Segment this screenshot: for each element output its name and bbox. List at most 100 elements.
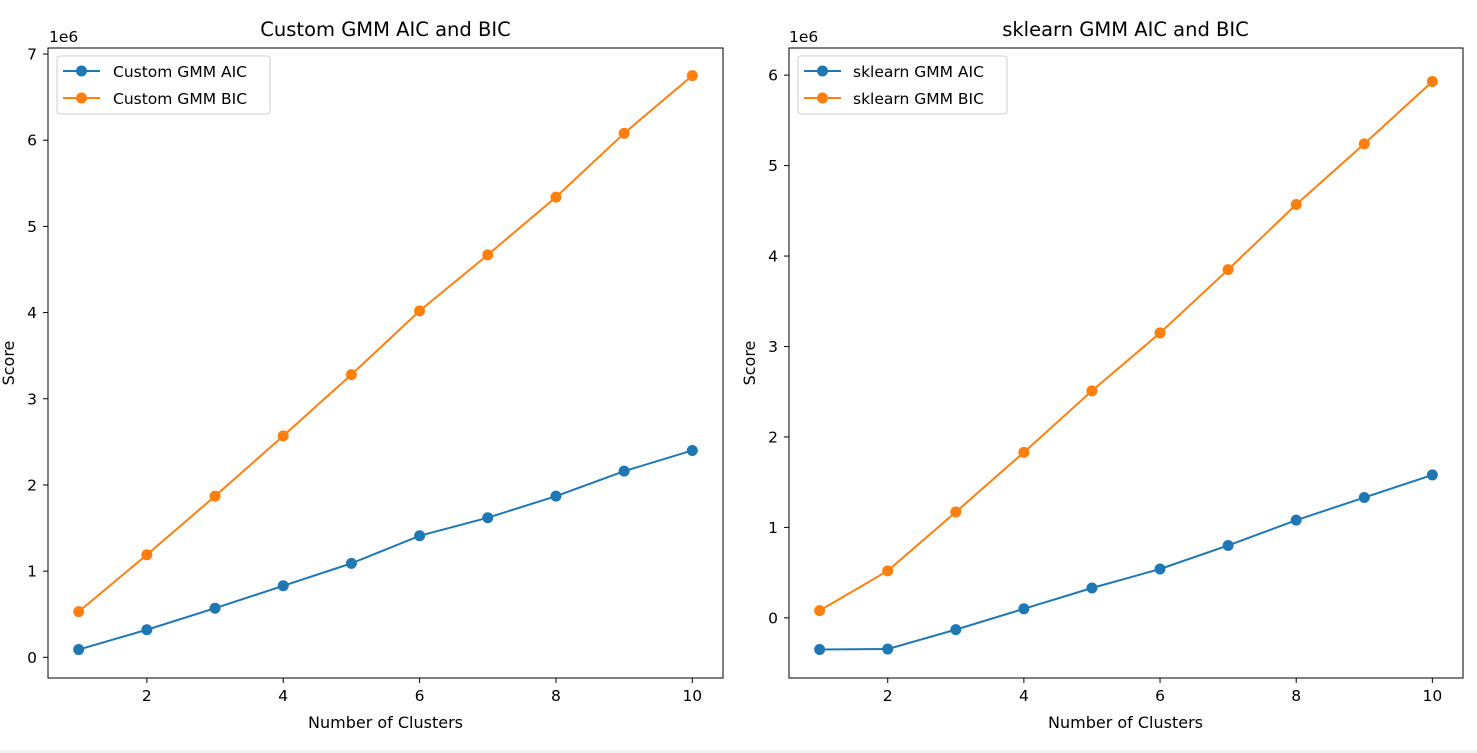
bottom-strip (0, 750, 1477, 753)
x-tick-label: 8 (551, 687, 561, 705)
x-tick-label: 6 (415, 687, 425, 705)
x-tick-label: 10 (682, 687, 702, 705)
legend-label-aic: sklearn GMM AIC (853, 63, 984, 81)
y-tick-label: 4 (27, 304, 37, 322)
data-point-aic (345, 557, 357, 569)
sklearn-gmm-chart: sklearn GMM AIC and BIC 1e6 Number of Cl… (740, 18, 1464, 732)
data-point-bic (1358, 138, 1370, 150)
data-point-bic (209, 490, 221, 502)
legend-label-aic: Custom GMM AIC (113, 63, 247, 81)
legend-entry-bic: sklearn GMM BIC (804, 90, 984, 108)
y-tick-label: 3 (27, 390, 37, 408)
data-point-aic (1358, 492, 1370, 504)
plot-frame (47, 47, 724, 679)
plot-frame (788, 47, 1464, 679)
data-point-bic (1154, 327, 1166, 339)
data-point-aic (209, 602, 221, 614)
y-tick-label: 5 (768, 157, 778, 175)
legend-label-bic: Custom GMM BIC (113, 90, 247, 108)
data-point-bic (73, 606, 85, 618)
y-tick-label: 0 (27, 649, 37, 667)
legend-marker-aic (76, 65, 87, 77)
y-tick-label: 7 (27, 46, 37, 64)
data-point-aic (482, 512, 494, 524)
x-tick-label: 2 (883, 687, 893, 705)
data-point-aic (73, 644, 85, 656)
legend: Custom GMM AIC Custom GMM BIC (56, 55, 271, 115)
data-point-aic (1290, 514, 1302, 526)
data-point-bic (618, 127, 630, 139)
data-point-bic (1426, 75, 1438, 87)
data-point-bic (414, 305, 426, 317)
data-point-bic (1018, 446, 1030, 458)
data-point-aic (1086, 582, 1098, 594)
data-point-aic (414, 530, 426, 542)
x-tick-label: 8 (1291, 687, 1301, 705)
data-point-bic (550, 191, 562, 203)
data-point-bic (277, 430, 289, 442)
x-tick-label: 6 (1155, 687, 1165, 705)
y-tick-label: 1 (27, 563, 37, 581)
legend-entry-aic: sklearn GMM AIC (804, 63, 984, 81)
series-layer (814, 75, 1438, 656)
x-tick-label: 4 (278, 687, 288, 705)
legend-entry-bic: Custom GMM BIC (63, 90, 247, 108)
y-tick-label: 3 (768, 338, 778, 356)
data-point-aic (1154, 563, 1166, 575)
data-point-bic (814, 605, 826, 617)
y-axis-label: Score (740, 341, 759, 386)
data-point-aic (618, 465, 630, 477)
data-point-bic (882, 565, 894, 577)
data-point-bic (1222, 264, 1234, 276)
series-line-bic (78, 74, 693, 613)
data-point-aic (550, 490, 562, 502)
x-axis-label: Number of Clusters (308, 713, 463, 732)
y-axis-label: Score (0, 341, 18, 386)
chart-title: sklearn GMM AIC and BIC (1002, 18, 1249, 41)
y-tick-label: 6 (27, 132, 37, 150)
data-point-bic (1290, 198, 1302, 210)
legend-box (56, 55, 271, 115)
y-tick-label: 2 (27, 476, 37, 494)
data-point-aic (277, 580, 289, 592)
data-point-bic (345, 369, 357, 381)
axis-ticks: 2 4 6 8 10 0 1 2 3 4 5 6 (768, 67, 1442, 705)
axis-ticks: 2 4 6 8 10 0 1 2 3 4 5 6 7 (27, 46, 702, 705)
y-offset-label: 1e6 (49, 28, 78, 46)
y-tick-label: 6 (768, 67, 778, 85)
y-tick-label: 0 (768, 609, 778, 627)
data-point-bic (950, 506, 962, 518)
data-point-aic (950, 624, 962, 636)
series-layer (73, 70, 698, 656)
y-tick-label: 4 (768, 248, 778, 266)
legend-box (797, 55, 1008, 115)
y-offset-label: 1e6 (789, 28, 818, 46)
x-tick-label: 10 (1422, 687, 1442, 705)
data-point-aic (1018, 603, 1030, 615)
data-point-bic (686, 70, 698, 82)
legend-marker-aic (817, 65, 828, 77)
x-tick-label: 4 (1019, 687, 1029, 705)
legend-label-bic: sklearn GMM BIC (853, 90, 984, 108)
legend: sklearn GMM AIC sklearn GMM BIC (797, 55, 1008, 115)
custom-gmm-chart: Custom GMM AIC and BIC 1e6 Number of Clu… (0, 18, 724, 732)
data-point-bic (1086, 385, 1098, 397)
x-tick-label: 2 (142, 687, 152, 705)
series-line-aic (819, 473, 1433, 651)
y-tick-label: 5 (27, 218, 37, 236)
data-point-aic (814, 644, 826, 656)
legend-entry-aic: Custom GMM AIC (63, 63, 247, 81)
data-point-aic (1426, 469, 1438, 481)
legend-marker-bic (817, 92, 828, 104)
data-point-aic (882, 643, 894, 655)
x-axis-label: Number of Clusters (1048, 713, 1203, 732)
data-point-bic (141, 549, 153, 561)
chart-title: Custom GMM AIC and BIC (260, 18, 510, 41)
y-tick-label: 1 (768, 519, 778, 537)
series-line-bic (819, 80, 1434, 612)
data-point-aic (141, 624, 153, 636)
data-point-aic (686, 444, 698, 456)
legend-marker-bic (76, 92, 87, 104)
